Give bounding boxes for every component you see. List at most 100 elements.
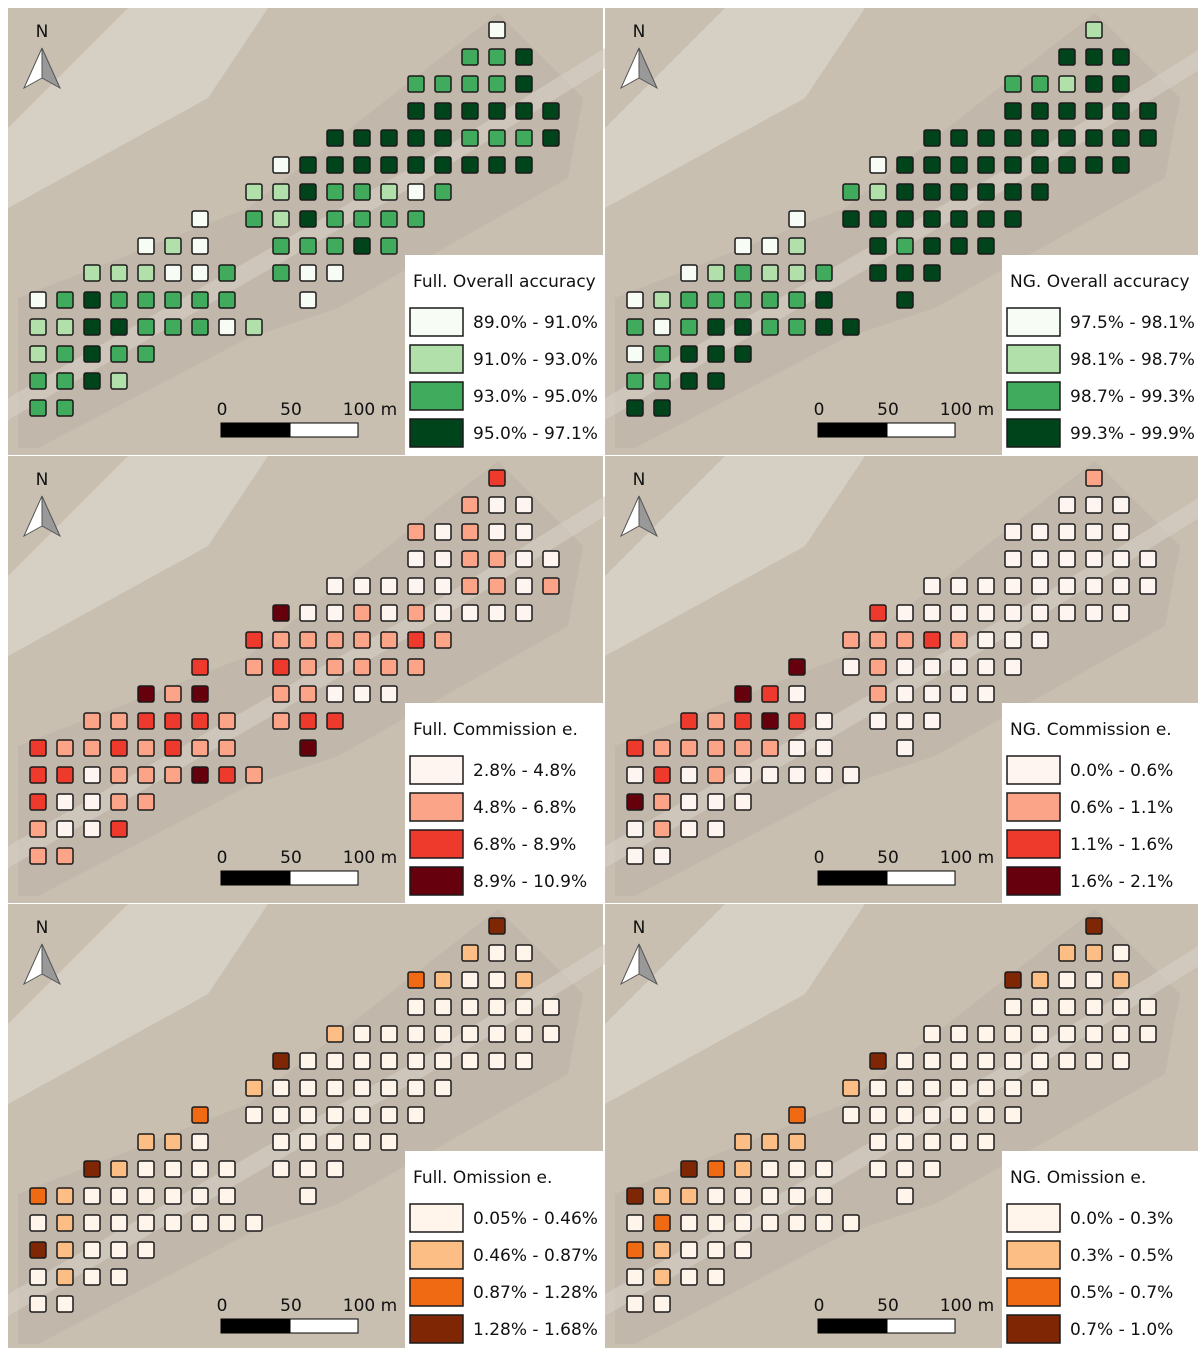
sample-square: [789, 1134, 805, 1150]
sample-square: [951, 1107, 967, 1123]
sample-square: [627, 1215, 643, 1231]
sample-square: [381, 605, 397, 621]
legend-label: 95.0% - 97.1%: [473, 424, 598, 444]
sample-square: [897, 686, 913, 702]
sample-square: [1032, 1026, 1048, 1042]
sample-square: [273, 211, 289, 227]
sample-square: [192, 238, 208, 254]
legend-swatch: [410, 419, 463, 447]
sample-square: [762, 1161, 778, 1177]
sample-square: [1059, 497, 1075, 513]
sample-square: [1059, 578, 1075, 594]
sample-square: [516, 130, 532, 146]
sample-square: [165, 319, 181, 335]
legend-swatch: [1007, 382, 1060, 410]
legend-label: 0.46% - 0.87%: [473, 1246, 598, 1266]
sample-square: [462, 497, 478, 513]
sample-square: [516, 76, 532, 92]
scale-label: 0: [814, 848, 825, 868]
sample-square: [1113, 551, 1129, 567]
sample-square: [300, 686, 316, 702]
sample-square: [381, 184, 397, 200]
legend-label: 97.5% - 98.1%: [1070, 313, 1195, 333]
sample-square: [111, 1215, 127, 1231]
sample-square: [354, 1134, 370, 1150]
sample-square: [1086, 551, 1102, 567]
sample-square: [627, 767, 643, 783]
sample-square: [408, 157, 424, 173]
sample-square: [462, 1026, 478, 1042]
sample-square: [1059, 76, 1075, 92]
sample-square: [381, 1053, 397, 1069]
sample-square: [708, 265, 724, 281]
sample-square: [408, 551, 424, 567]
sample-square: [897, 713, 913, 729]
sample-square: [300, 1107, 316, 1123]
sample-square: [192, 1188, 208, 1204]
sample-square: [735, 767, 751, 783]
sample-square: [816, 1161, 832, 1177]
sample-square: [435, 76, 451, 92]
sample-square: [978, 578, 994, 594]
sample-square: [870, 265, 886, 281]
sample-square: [489, 157, 505, 173]
legend-label: 91.0% - 93.0%: [473, 350, 598, 370]
sample-square: [273, 1134, 289, 1150]
sample-square: [219, 1215, 235, 1231]
sample-square: [327, 605, 343, 621]
sample-square: [735, 686, 751, 702]
sample-square: [489, 1053, 505, 1069]
sample-square: [273, 184, 289, 200]
sample-square: [978, 1026, 994, 1042]
sample-square: [327, 578, 343, 594]
legend-swatch: [1007, 1204, 1060, 1232]
sample-square: [435, 184, 451, 200]
sample-square: [435, 103, 451, 119]
sample-square: [762, 686, 778, 702]
legend-label: 99.3% - 99.9%: [1070, 424, 1195, 444]
sample-square: [654, 292, 670, 308]
sample-square: [300, 713, 316, 729]
legend-label: 0.0% - 0.6%: [1070, 761, 1173, 781]
sample-square: [435, 1053, 451, 1069]
north-label: N: [36, 470, 49, 490]
sample-square: [30, 848, 46, 864]
sample-square: [1113, 999, 1129, 1015]
sample-square: [951, 184, 967, 200]
sample-square: [516, 524, 532, 540]
sample-square: [381, 1080, 397, 1096]
sample-square: [843, 211, 859, 227]
sample-square: [30, 400, 46, 416]
sample-square: [681, 1215, 697, 1231]
sample-square: [516, 1026, 532, 1042]
sample-square: [408, 578, 424, 594]
sample-square: [978, 1134, 994, 1150]
sample-square: [165, 265, 181, 281]
sample-square: [489, 972, 505, 988]
sample-square: [870, 157, 886, 173]
sample-square: [681, 713, 697, 729]
sample-square: [789, 686, 805, 702]
sample-square: [381, 1026, 397, 1042]
sample-square: [1032, 578, 1048, 594]
sample-square: [978, 157, 994, 173]
sample-square: [978, 659, 994, 675]
sample-square: [951, 578, 967, 594]
sample-square: [381, 130, 397, 146]
sample-square: [1032, 76, 1048, 92]
sample-square: [300, 157, 316, 173]
sample-square: [381, 686, 397, 702]
sample-square: [219, 713, 235, 729]
sample-square: [789, 292, 805, 308]
sample-square: [408, 1080, 424, 1096]
sample-square: [1032, 1080, 1048, 1096]
sample-square: [300, 632, 316, 648]
legend-swatch: [410, 756, 463, 784]
sample-square: [30, 319, 46, 335]
sample-square: [1086, 524, 1102, 540]
sample-square: [273, 659, 289, 675]
sample-square: [408, 1107, 424, 1123]
sample-square: [408, 605, 424, 621]
sample-square: [789, 713, 805, 729]
legend-label: 0.7% - 1.0%: [1070, 1320, 1173, 1340]
